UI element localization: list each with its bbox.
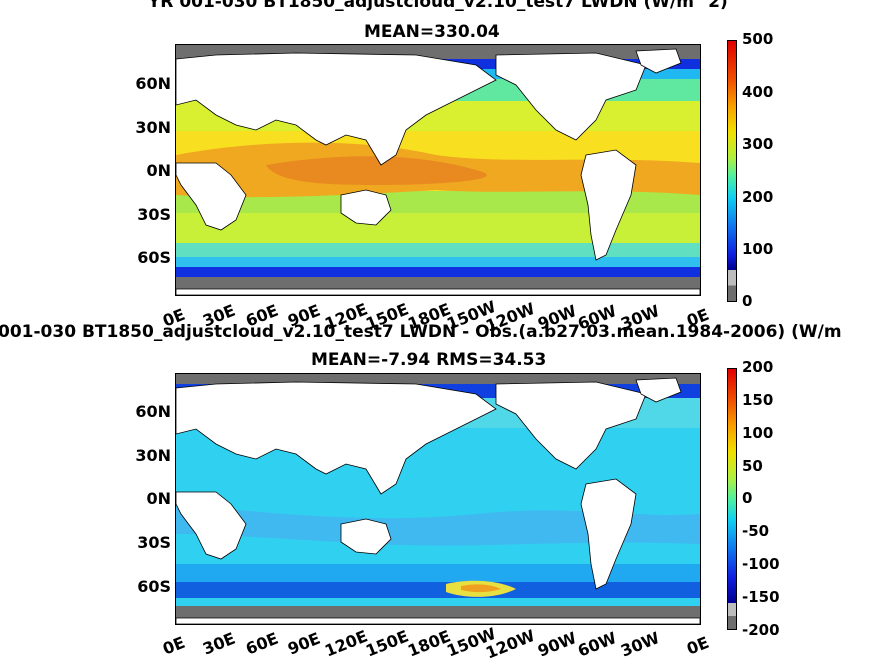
lon-label: 90E — [285, 628, 323, 659]
lat-label: 30S — [137, 533, 171, 552]
panel-top-title: YR 001-030 BT1850_adjustcloud_v2.10_test… — [148, 0, 728, 12]
lon-label: 0E — [160, 632, 188, 659]
colorbar-tick: -50 — [742, 522, 770, 540]
lon-label: 30E — [200, 628, 238, 659]
lat-label: 0N — [146, 161, 171, 180]
map-bottom — [175, 373, 701, 625]
lat-label: 30S — [137, 205, 171, 224]
lon-label: 0E — [684, 632, 712, 659]
colorbar-tick: 400 — [742, 83, 774, 101]
map-bottom-svg — [176, 374, 700, 624]
colorbar-tick: 100 — [742, 424, 774, 442]
lat-label: 30N — [135, 118, 171, 137]
lat-label: 60S — [137, 577, 171, 596]
colorbar-tick: 200 — [742, 188, 774, 206]
panel-bottom-title: 001-030 BT1850_adjustcloud_v2.10_test7 L… — [0, 322, 842, 342]
colorbar-tick: -200 — [742, 621, 780, 639]
colorbar-tick: 500 — [742, 30, 774, 48]
colorbar-tick: 300 — [742, 135, 774, 153]
lon-label: 60E — [243, 628, 281, 659]
colorbar-tick: 200 — [742, 358, 774, 376]
lat-label: 0N — [146, 489, 171, 508]
lon-label: 150E — [363, 626, 412, 661]
lat-label: 60N — [135, 402, 171, 421]
panel-top-mean: MEAN=330.04 — [364, 22, 500, 42]
lat-label: 60S — [137, 248, 171, 267]
colorbar-tick: 0 — [742, 489, 753, 507]
colorbar-tick: 100 — [742, 240, 774, 258]
colorbar-tick: -150 — [742, 588, 780, 606]
colorbar-tick: 150 — [742, 391, 774, 409]
lat-label: 60N — [135, 74, 171, 93]
panel-bottom-mean: MEAN=-7.94 RMS=34.53 — [311, 350, 547, 370]
colorbar-tick: 0 — [742, 292, 753, 310]
map-top-svg — [176, 45, 700, 295]
colorbar-tick: -100 — [742, 555, 780, 573]
map-top — [175, 44, 701, 296]
colorbar-bottom — [727, 368, 737, 630]
colorbar-top — [727, 40, 737, 302]
lat-label: 30N — [135, 446, 171, 465]
colorbar-tick: 50 — [742, 457, 763, 475]
